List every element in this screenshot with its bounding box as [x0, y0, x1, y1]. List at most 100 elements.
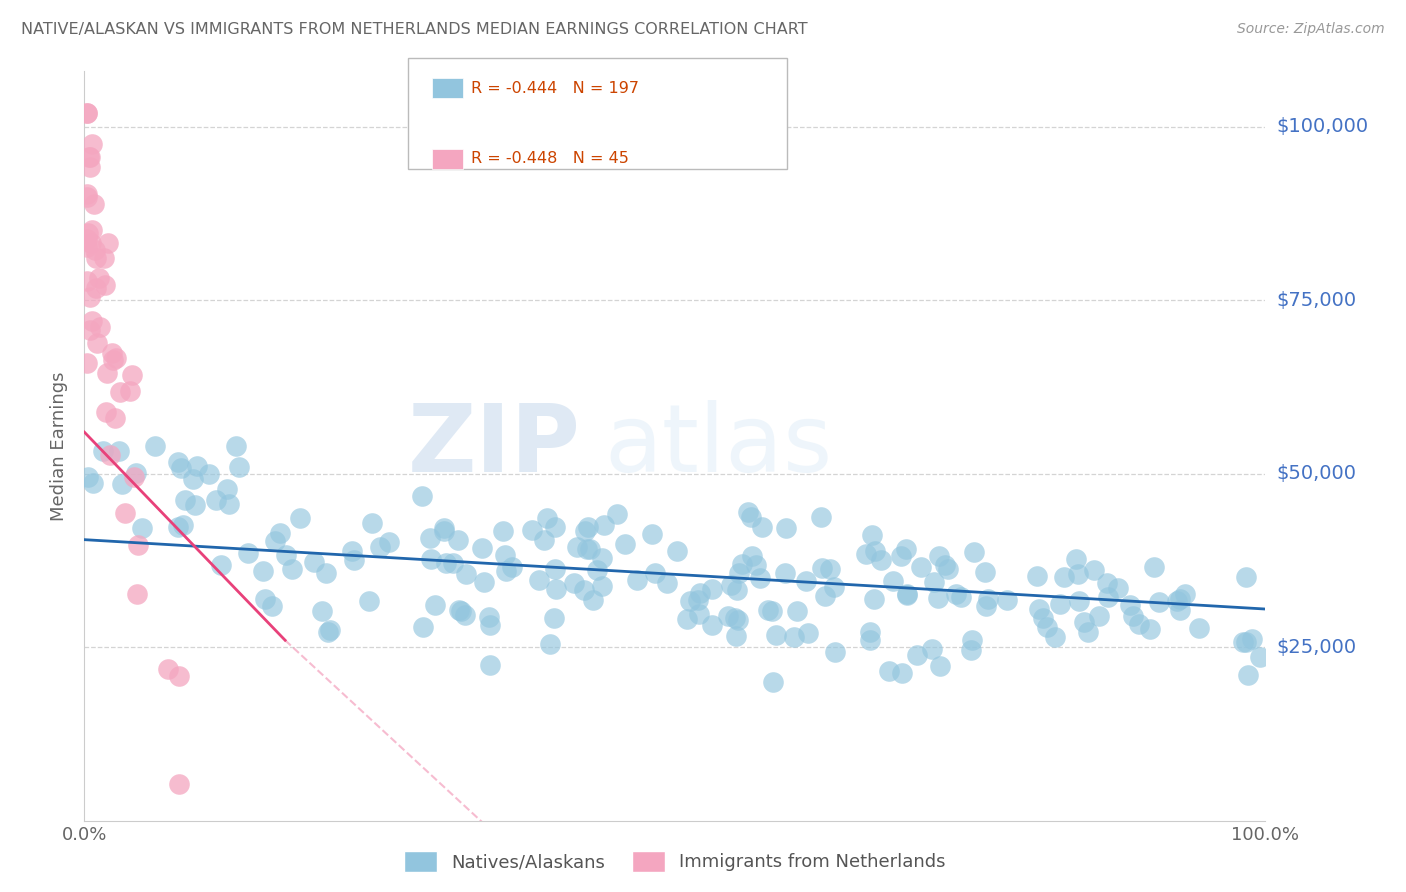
- Point: [411, 489, 433, 503]
- Point: [167, 669, 190, 683]
- Point: [254, 591, 277, 606]
- Point: [783, 630, 806, 644]
- Point: [745, 558, 768, 572]
- Point: [111, 477, 134, 491]
- Point: [641, 527, 664, 541]
- Point: [472, 574, 495, 589]
- Point: [315, 566, 337, 580]
- Point: [727, 613, 749, 627]
- Point: [1032, 611, 1054, 625]
- Point: [170, 461, 193, 475]
- Point: [302, 555, 325, 569]
- Point: [449, 603, 471, 617]
- Point: [666, 544, 689, 558]
- Point: [536, 511, 558, 525]
- Point: [1107, 581, 1129, 595]
- Point: [995, 593, 1018, 607]
- Point: [96, 405, 118, 419]
- Point: [1064, 552, 1087, 566]
- Point: [731, 557, 754, 571]
- Point: [342, 544, 364, 558]
- Point: [538, 637, 561, 651]
- Point: [198, 467, 221, 481]
- Point: [927, 591, 949, 605]
- Point: [103, 352, 125, 367]
- Point: [101, 346, 124, 360]
- Point: [1147, 595, 1170, 609]
- Point: [131, 521, 153, 535]
- Point: [963, 544, 986, 558]
- Point: [441, 556, 464, 570]
- Point: [79, 290, 101, 304]
- Point: [82, 313, 104, 327]
- Point: [922, 575, 945, 590]
- Point: [166, 519, 188, 533]
- Point: [1026, 568, 1049, 582]
- Point: [252, 564, 274, 578]
- Point: [945, 587, 967, 601]
- Point: [814, 589, 837, 603]
- Text: R = -0.444   N = 197: R = -0.444 N = 197: [471, 81, 638, 95]
- Point: [576, 541, 599, 556]
- Point: [1073, 615, 1095, 629]
- Text: Source: ZipAtlas.com: Source: ZipAtlas.com: [1237, 22, 1385, 37]
- Point: [810, 509, 832, 524]
- Point: [1188, 621, 1211, 635]
- Point: [1139, 622, 1161, 636]
- Point: [368, 541, 391, 555]
- Point: [974, 599, 997, 613]
- Point: [84, 281, 107, 295]
- Point: [921, 641, 943, 656]
- Point: [80, 235, 103, 250]
- Point: [773, 566, 796, 580]
- Point: [127, 587, 149, 601]
- Point: [76, 106, 98, 120]
- Point: [478, 609, 501, 624]
- Point: [80, 223, 103, 237]
- Point: [823, 580, 845, 594]
- Point: [471, 541, 494, 555]
- Point: [818, 562, 841, 576]
- Point: [1174, 587, 1197, 601]
- Point: [1237, 667, 1260, 681]
- Point: [574, 524, 596, 539]
- Point: [83, 197, 105, 211]
- Point: [1049, 597, 1071, 611]
- Point: [910, 559, 932, 574]
- Point: [1088, 608, 1111, 623]
- Point: [1083, 563, 1105, 577]
- Point: [725, 583, 748, 598]
- Point: [434, 557, 457, 571]
- Point: [855, 547, 877, 561]
- Point: [479, 617, 502, 632]
- Point: [215, 482, 238, 496]
- Point: [167, 777, 190, 791]
- Point: [858, 632, 880, 647]
- Point: [1234, 570, 1257, 584]
- Point: [544, 520, 567, 534]
- Point: [218, 497, 240, 511]
- Point: [89, 320, 111, 334]
- Point: [724, 610, 747, 624]
- Point: [1168, 603, 1191, 617]
- Point: [741, 549, 763, 564]
- Point: [934, 558, 956, 572]
- Point: [453, 607, 475, 622]
- Point: [76, 356, 98, 370]
- Point: [824, 645, 846, 659]
- Point: [688, 607, 710, 622]
- Point: [613, 536, 636, 550]
- Point: [318, 623, 340, 637]
- Text: $75,000: $75,000: [1277, 291, 1357, 310]
- Point: [1232, 635, 1254, 649]
- Point: [263, 533, 285, 548]
- Point: [501, 559, 523, 574]
- Point: [1166, 594, 1188, 608]
- Text: atlas: atlas: [605, 400, 832, 492]
- Point: [419, 531, 441, 545]
- Point: [737, 505, 759, 519]
- Point: [572, 582, 595, 597]
- Point: [84, 243, 107, 257]
- Point: [420, 552, 443, 566]
- Point: [412, 620, 434, 634]
